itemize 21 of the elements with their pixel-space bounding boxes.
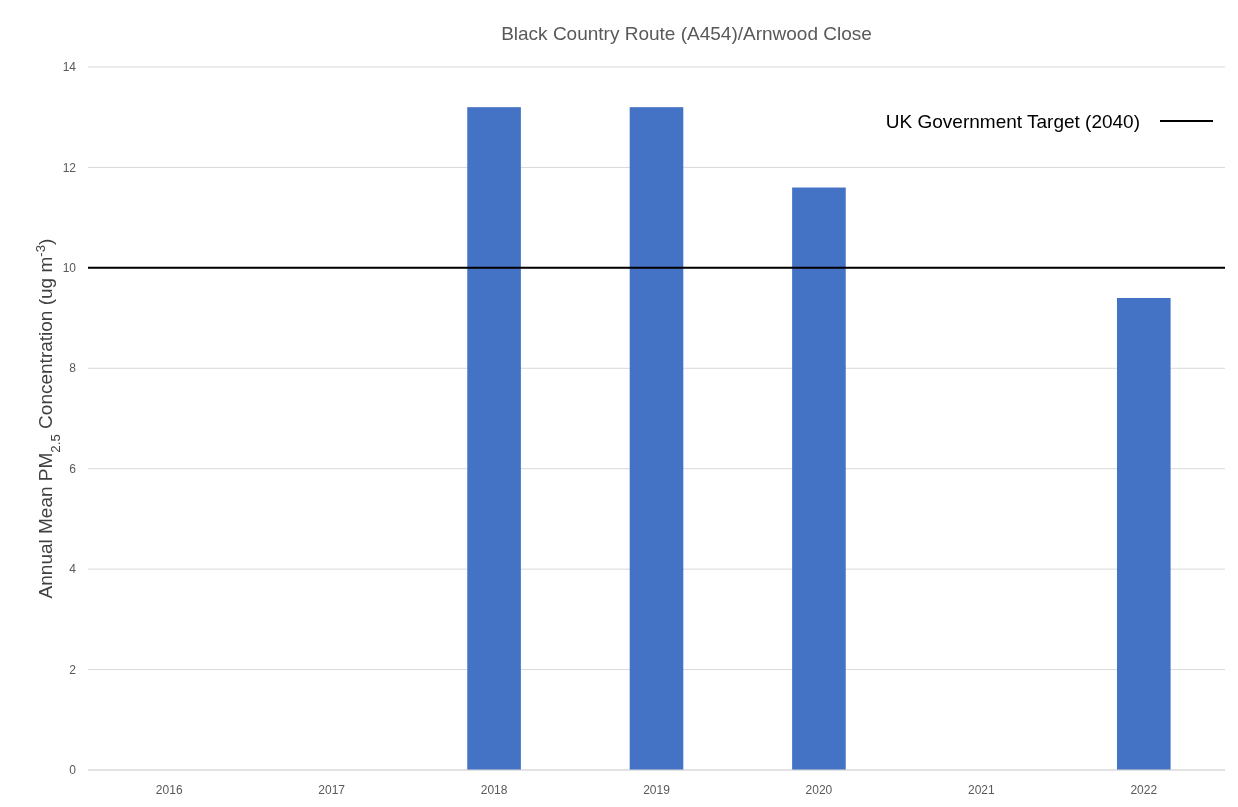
bar [629,107,684,770]
x-tick-label: 2017 [318,783,346,797]
x-tick-label: 2022 [1130,783,1158,797]
bar [792,187,846,770]
x-tick-label: 2020 [805,783,833,797]
x-tick-label: 2021 [968,783,996,797]
y-tick-label: 8 [69,361,77,376]
y-tick-label: 2 [69,662,77,677]
x-tick-label: 2016 [155,783,183,797]
y-tick-label: 14 [62,60,77,75]
x-tick-label: 2019 [643,783,671,797]
y-tick-label: 12 [62,160,77,175]
y-tick-label: 4 [69,562,77,577]
x-tick-label: 2018 [480,783,508,797]
y-tick-label: 6 [69,461,77,476]
bar [1116,297,1171,770]
bar [467,107,521,770]
y-tick-label: 0 [69,763,77,778]
chart-title: Black Country Route (A454)/Arnwood Close [501,23,872,44]
legend-label: UK Government Target (2040) [885,110,1140,132]
y-tick-label: 10 [62,261,77,276]
